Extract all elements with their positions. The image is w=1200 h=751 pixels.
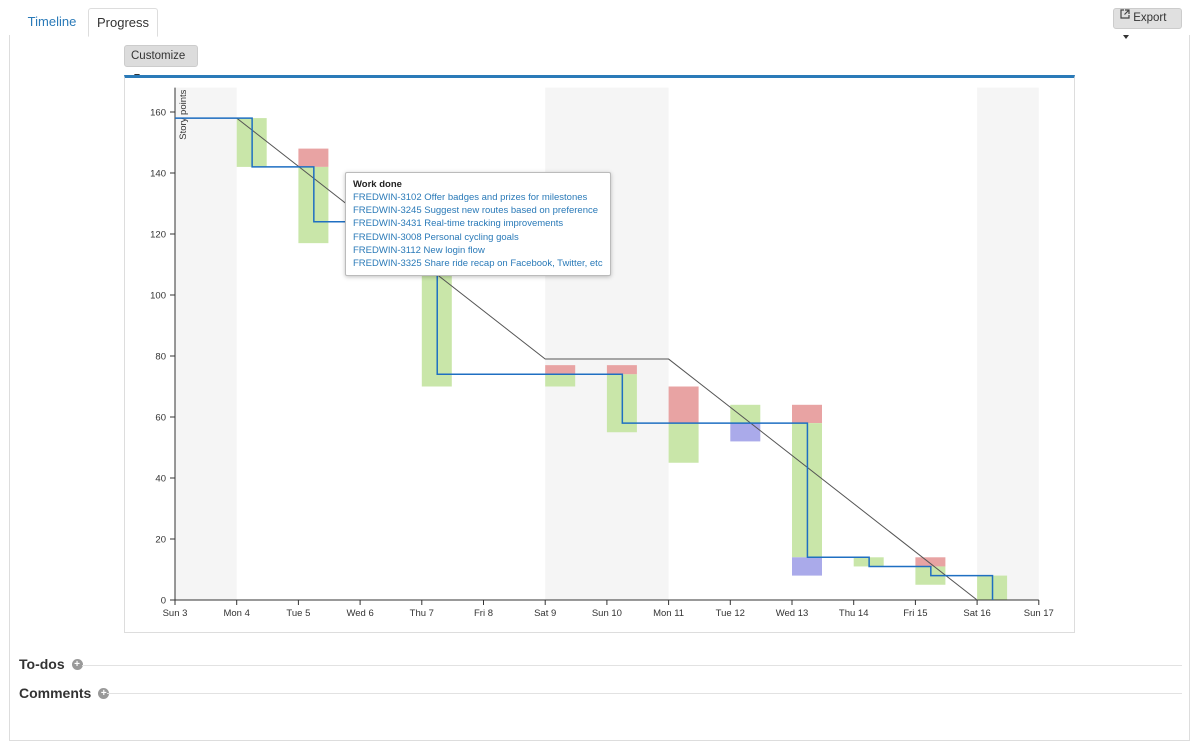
non-working-day-band xyxy=(977,87,1039,601)
todos-section-header: To-dos + xyxy=(19,656,83,672)
external-link-icon xyxy=(1120,7,1130,26)
bar-added xyxy=(668,386,699,424)
bar-added xyxy=(298,148,329,167)
non-working-day-band xyxy=(545,87,669,601)
bar-added xyxy=(606,365,637,375)
tooltip-title: Work done xyxy=(353,179,402,190)
bar-done xyxy=(730,404,761,424)
x-tick-label: Sat 9 xyxy=(534,608,556,619)
x-tick-label: Thu 14 xyxy=(839,608,869,619)
x-tick-label: Fri 15 xyxy=(903,608,927,619)
customize-button[interactable]: Customize xyxy=(124,45,198,78)
tab-timeline[interactable]: Timeline xyxy=(27,14,77,29)
x-tick-label: Sun 17 xyxy=(1024,608,1054,619)
x-tick-label: Sun 10 xyxy=(592,608,622,619)
add-comment-icon[interactable]: + xyxy=(98,687,110,699)
tooltip-issue-link[interactable]: FREDWIN-3325 Share ride recap on Faceboo… xyxy=(353,258,603,270)
tab-bar: Timeline Progress xyxy=(0,0,1200,37)
y-tick-label: 160 xyxy=(150,108,166,119)
tooltip-issue-link[interactable]: FREDWIN-3008 Personal cycling goals xyxy=(353,231,519,243)
x-tick-label: Tue 5 xyxy=(286,608,310,619)
comments-title: Comments xyxy=(19,685,92,701)
tooltip-issue-link[interactable]: FREDWIN-3102 Offer badges and prizes for… xyxy=(353,192,588,203)
comments-divider xyxy=(107,693,1182,694)
x-tick-label: Mon 11 xyxy=(653,608,684,619)
y-tick-label: 80 xyxy=(155,352,166,363)
remaining-values-line xyxy=(175,117,994,600)
y-axis-label: Story points xyxy=(178,89,189,139)
todos-divider xyxy=(82,665,1182,666)
customize-label: Customize xyxy=(131,50,186,62)
tooltip-issue-link[interactable]: FREDWIN-3245 Suggest new routes based on… xyxy=(353,205,599,217)
y-tick-label: 0 xyxy=(161,596,166,607)
x-tick-label: Sun 3 xyxy=(163,608,188,619)
x-tick-label: Fri 8 xyxy=(474,608,493,619)
burndown-chart: 0 20 40 60 80 100 120 140 160 Sun 3 Mon 4 Tue 5 Wed … xyxy=(150,87,1054,619)
bar-added xyxy=(792,404,822,424)
bar-done xyxy=(545,374,576,387)
todos-title: To-dos xyxy=(19,656,65,672)
tooltip-issue-link[interactable]: FREDWIN-3112 New login flow xyxy=(353,244,485,256)
bar-added xyxy=(915,557,946,567)
y-tick-label: 100 xyxy=(150,291,166,302)
export-button[interactable]: Export xyxy=(1113,7,1182,39)
caret-down-icon xyxy=(1123,34,1129,39)
bar-done xyxy=(668,423,699,463)
y-tick-label: 120 xyxy=(150,230,166,241)
comments-section-header: Comments + xyxy=(19,685,110,701)
x-tick-label: Tue 12 xyxy=(716,608,745,619)
tooltip-issue-link[interactable]: FREDWIN-3431 Real-time tracking improvem… xyxy=(353,218,564,230)
y-tick-label: 140 xyxy=(150,169,166,180)
export-label: Export xyxy=(1133,12,1167,24)
work-done-tooltip: Work done FREDWIN-3102 Offer badges and … xyxy=(345,172,611,276)
x-tick-label: Wed 13 xyxy=(776,608,809,619)
x-tick-label: Mon 4 xyxy=(223,608,249,619)
x-tick-label: Wed 6 xyxy=(346,608,373,619)
y-tick-label: 20 xyxy=(155,535,166,546)
bar-added xyxy=(545,365,576,375)
x-tick-label: Thu 7 xyxy=(410,608,434,619)
burndown-chart-panel: 0 20 40 60 80 100 120 140 160 Sun 3 Mon 4 Tue 5 Wed … xyxy=(124,75,1075,633)
x-tick-label: Sat 16 xyxy=(963,608,990,619)
bar-removed xyxy=(792,557,822,576)
bar-removed xyxy=(730,423,761,442)
non-working-day-band xyxy=(175,87,237,601)
y-tick-label: 60 xyxy=(155,413,166,424)
tab-progress[interactable]: Progress xyxy=(88,8,158,37)
add-todo-icon[interactable]: + xyxy=(71,658,83,670)
y-tick-label: 40 xyxy=(155,474,166,485)
